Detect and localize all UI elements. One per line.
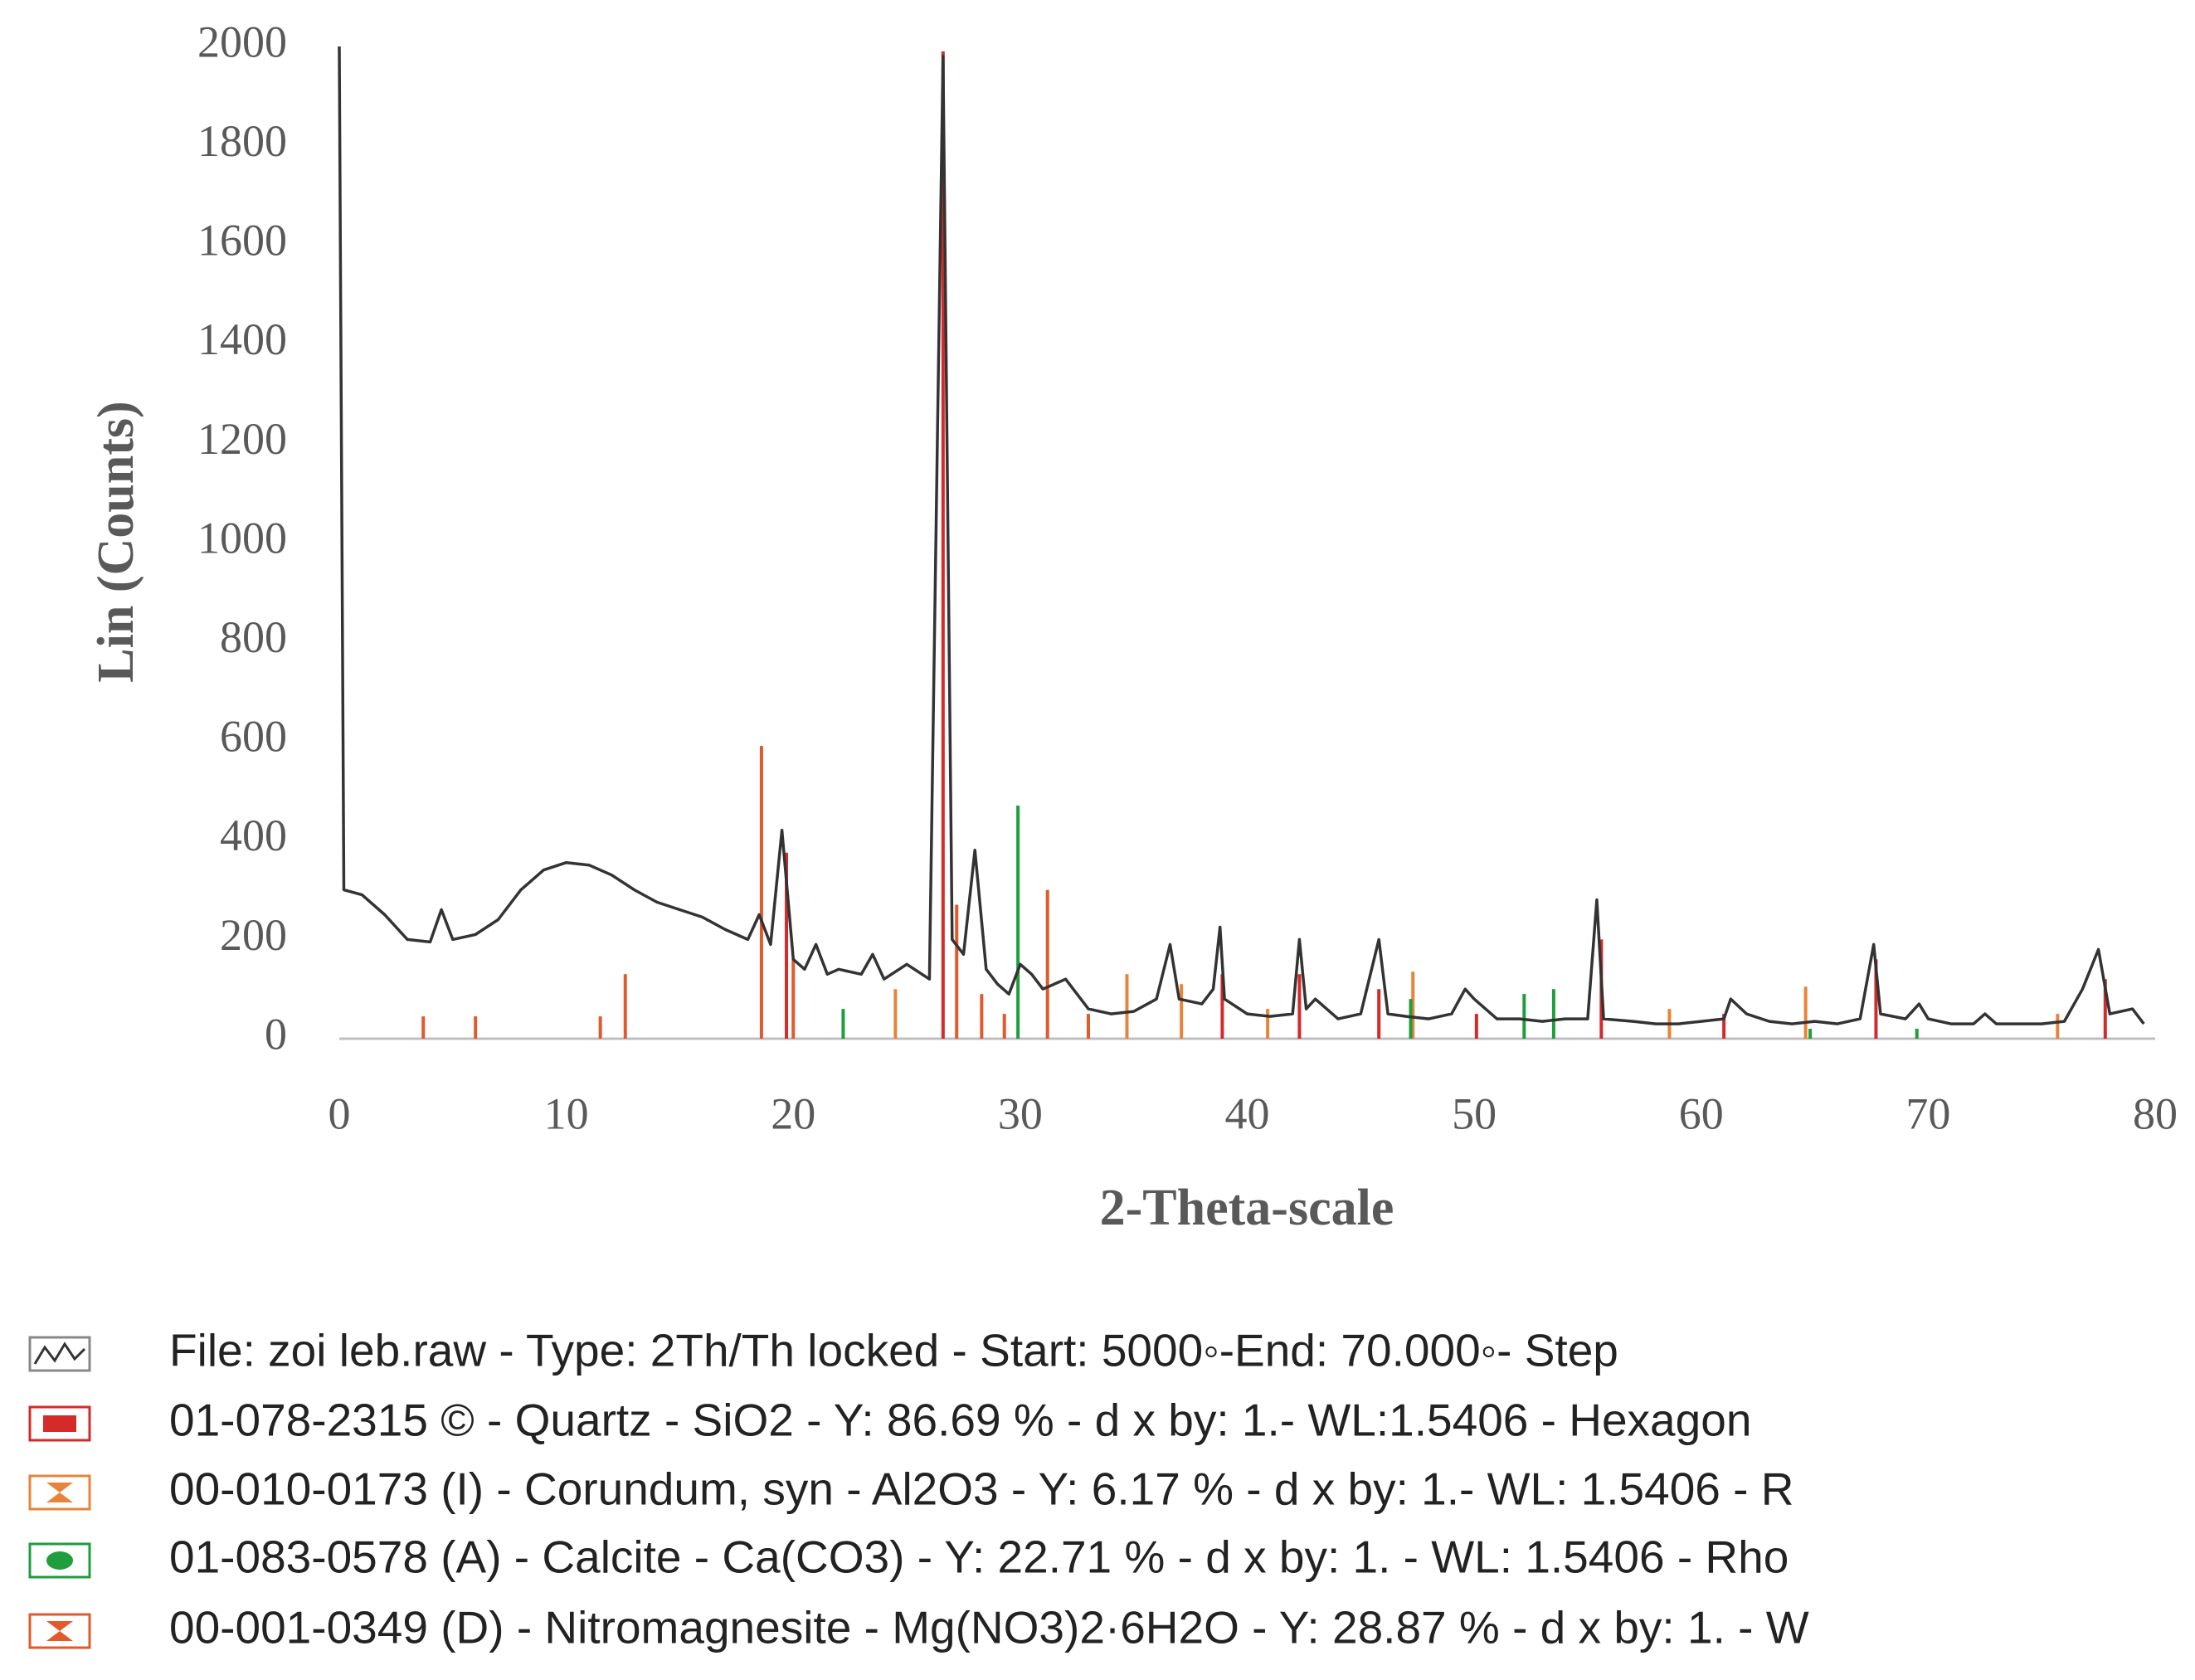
- y-tick-label: 1200: [197, 414, 287, 464]
- legend-entry: 01-078-2315 © - Quartz - SiO2 - Y: 86.69…: [28, 1395, 1751, 1446]
- legend-label: 00-001-0349 (D) - Nitromagnesite - Mg(NO…: [169, 1602, 1809, 1653]
- pattern-line: [338, 46, 2145, 1025]
- x-tick-label: 70: [1905, 1088, 1950, 1138]
- legend-icon: [33, 1342, 86, 1365]
- legend-label: File: zoi leb.raw - Type: 2Th/Th locked …: [169, 1325, 1618, 1376]
- y-axis-label: Lin (Counts): [88, 401, 144, 682]
- y-tick-label: 2000: [197, 17, 287, 66]
- legend-entry: 01-083-0578 (A) - Calcite - Ca(CO3) - Y:…: [28, 1531, 1789, 1583]
- legend-icon: [28, 1613, 91, 1649]
- legend-entry: File: zoi leb.raw - Type: 2Th/Th locked …: [28, 1325, 1618, 1376]
- x-tick-label: 10: [544, 1088, 589, 1138]
- x-tick-label: 40: [1225, 1088, 1270, 1138]
- y-tick-label: 1800: [197, 116, 287, 166]
- legend-label: 01-078-2315 © - Quartz - SiO2 - Y: 86.69…: [169, 1395, 1751, 1446]
- x-tick-label: 20: [771, 1088, 815, 1138]
- legend-label: 00-010-0173 (I) - Corundum, syn - Al2O3 …: [169, 1463, 1794, 1515]
- y-tick-label: 400: [220, 811, 287, 860]
- y-tick-label: 1600: [197, 216, 287, 265]
- y-tick-label: 800: [220, 612, 287, 662]
- y-tick-label: 0: [265, 1009, 287, 1059]
- legend-icon: [43, 1415, 76, 1432]
- legend-label: 01-083-0578 (A) - Calcite - Ca(CO3) - Y:…: [169, 1531, 1789, 1583]
- legend-icon: [46, 1621, 73, 1641]
- x-tick-label: 30: [998, 1088, 1043, 1138]
- y-tick-label: 1000: [197, 513, 287, 562]
- x-tick-label: 50: [1452, 1088, 1497, 1138]
- legend-entry: 00-010-0173 (I) - Corundum, syn - Al2O3 …: [28, 1463, 1794, 1515]
- legend-icon: [46, 1483, 73, 1502]
- y-tick-label: 600: [220, 712, 287, 762]
- legend-icon: [46, 1551, 73, 1570]
- x-axis-label: 2-Theta-scale: [1100, 1180, 1394, 1236]
- x-tick-label: 80: [2133, 1088, 2178, 1138]
- x-tick-label: 60: [1679, 1088, 1724, 1138]
- y-tick-label: 1400: [197, 314, 287, 364]
- legend-entry: 00-001-0349 (D) - Nitromagnesite - Mg(NO…: [28, 1602, 1809, 1653]
- x-tick-label: 0: [329, 1088, 351, 1138]
- y-tick-label: 200: [220, 910, 287, 960]
